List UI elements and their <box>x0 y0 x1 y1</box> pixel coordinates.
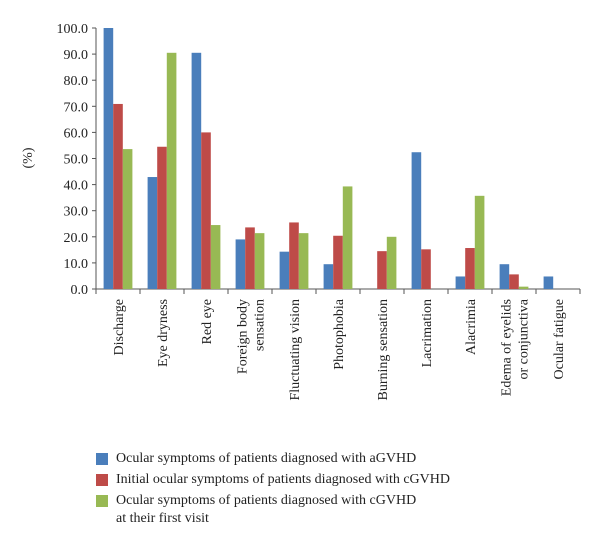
bar-series-0-cat-2 <box>191 52 202 289</box>
x-category-label: Fluctuating vision <box>288 299 303 401</box>
legend-label-cgvhd-first-visit: Ocular symptoms of patients diagnosed wi… <box>116 493 417 526</box>
x-category-label-line: Edema of eyelids <box>500 299 515 396</box>
x-category-label-line: Alacrimia <box>464 298 479 355</box>
bar-series-2-cat-3 <box>254 233 265 289</box>
bar-series-1-cat-8 <box>465 248 475 289</box>
x-category-label-line: sensation <box>253 299 268 351</box>
x-category-label-line: Lacrimation <box>420 299 435 367</box>
bar-series-2-cat-6 <box>386 236 397 289</box>
x-category-label: Foreign body sensation <box>236 299 268 374</box>
x-category-label-line: Fluctuating vision <box>288 299 303 401</box>
x-category-label: Ocular fatigue <box>552 299 567 379</box>
x-category-label-line: Ocular fatigue <box>552 299 567 379</box>
y-tick-label: 70.0 <box>64 100 89 115</box>
bar-series-2-cat-0 <box>122 149 133 289</box>
x-category-label: Edema of eyelids or conjunctiva <box>500 298 532 396</box>
x-category-label-line: Discharge <box>112 299 127 356</box>
bar-series-2-cat-8 <box>474 195 485 289</box>
bar-series-0-cat-1 <box>147 177 158 289</box>
legend-item-cgvhd-first-visit: Ocular symptoms of patients diagnosed wi… <box>96 492 596 528</box>
y-tick-label: 60.0 <box>64 126 89 141</box>
bar-series-1-cat-5 <box>333 235 343 289</box>
y-tick-label: 80.0 <box>64 74 89 89</box>
legend-swatch-cgvhd-initial <box>96 474 108 486</box>
y-axis-label: (%) <box>21 147 36 168</box>
bar-series-1-cat-9 <box>509 274 519 289</box>
y-tick-labels: 0.0 10.0 20.0 30.0 40.0 50.0 60.0 70.0 80.0 90.0 1… <box>57 22 89 298</box>
y-tick-label: 30.0 <box>64 205 89 220</box>
bar-series-1-cat-4 <box>289 222 299 289</box>
bar-series-0-cat-4 <box>279 251 290 289</box>
bar-series-1-cat-3 <box>245 227 255 289</box>
bar-series-1-cat-6 <box>377 251 387 289</box>
x-category-label-line: Photophobia <box>332 298 347 370</box>
legend-swatch-cgvhd-first-visit <box>96 495 108 507</box>
legend-label-agvhd: Ocular symptoms of patients diagnosed wi… <box>116 451 417 466</box>
x-category-label-line: Burning sensation <box>376 299 391 401</box>
x-category-label: Red eye <box>200 299 215 344</box>
bar-series-2-cat-9 <box>518 286 529 289</box>
x-category-label: Discharge <box>112 299 127 356</box>
bar-series-1-cat-0 <box>113 103 123 290</box>
bar-series-0-cat-10 <box>543 276 554 289</box>
x-category-label-line: Eye dryness <box>156 299 171 367</box>
bar-series-0-cat-9 <box>499 264 510 289</box>
y-tick-label: 100.0 <box>57 22 89 37</box>
bar-series-2-cat-1 <box>166 52 177 289</box>
bar-series-0-cat-0 <box>103 28 114 289</box>
y-tick-label: 40.0 <box>64 179 89 194</box>
chart-legend: Ocular symptoms of patients diagnosed wi… <box>96 450 596 531</box>
x-category-label-line: Red eye <box>200 299 215 344</box>
bar-series-1-cat-1 <box>157 146 167 289</box>
bar-series-1-cat-2 <box>201 132 211 289</box>
x-category-label-line: or conjunctiva <box>517 298 532 379</box>
bar-series-0-cat-5 <box>323 264 334 289</box>
x-category-label: Lacrimation <box>420 299 435 367</box>
y-tick-label: 10.0 <box>64 257 89 272</box>
x-category-labels: Discharge Eye dryness Red eye Foreign body s… <box>112 298 567 400</box>
y-tick-label: 0.0 <box>71 283 89 298</box>
bar-series-1-cat-7 <box>421 249 431 289</box>
legend-item-cgvhd-initial: Initial ocular symptoms of patients diag… <box>96 471 596 489</box>
y-tick-label: 90.0 <box>64 48 89 63</box>
bar-series-2-cat-2 <box>210 225 221 289</box>
bar-series-0-cat-7 <box>411 152 422 289</box>
bar-series-2-cat-5 <box>342 186 353 289</box>
y-tick-label: 20.0 <box>64 231 89 246</box>
chart-axes <box>92 27 581 294</box>
x-category-label: Alacrimia <box>464 298 479 355</box>
x-category-label-line: Foreign body <box>236 299 251 374</box>
y-tick-label: 50.0 <box>64 153 89 168</box>
chart-bars <box>103 28 554 290</box>
legend-item-agvhd: Ocular symptoms of patients diagnosed wi… <box>96 450 596 468</box>
bar-series-0-cat-8 <box>455 276 466 289</box>
bar-series-0-cat-3 <box>235 239 246 289</box>
legend-label-cgvhd-initial: Initial ocular symptoms of patients diag… <box>116 472 450 487</box>
x-category-label: Burning sensation <box>376 299 391 401</box>
bar-series-2-cat-4 <box>298 233 309 289</box>
legend-swatch-agvhd <box>96 453 108 465</box>
x-category-label: Eye dryness <box>156 299 171 367</box>
x-category-label: Photophobia <box>332 298 347 370</box>
